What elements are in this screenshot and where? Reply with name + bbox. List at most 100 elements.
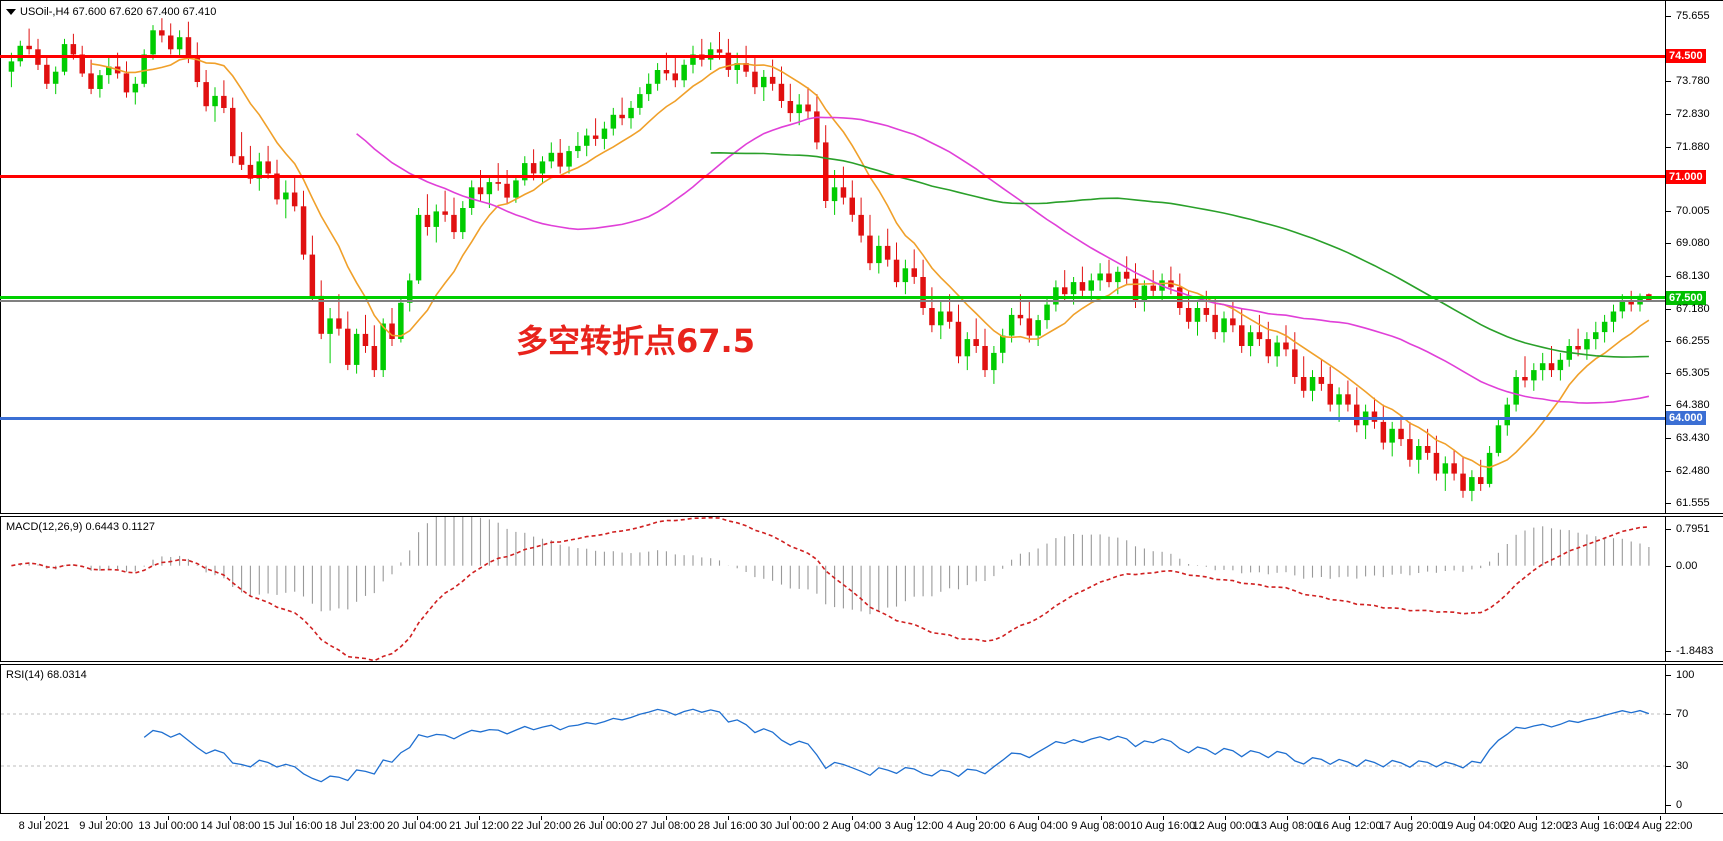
axis-tick <box>1666 805 1671 806</box>
time-tick <box>1535 816 1537 820</box>
axis-tick <box>1666 113 1671 115</box>
time-tick <box>479 816 481 820</box>
axis-tick <box>1666 405 1671 407</box>
time-tick <box>727 816 729 820</box>
axis-tick <box>1666 651 1671 652</box>
price-axis-label: 68.130 <box>1676 269 1710 282</box>
time-axis-label: 13 Jul 00:00 <box>138 820 199 832</box>
axis-tick <box>1666 16 1671 18</box>
axis-tick <box>1666 146 1671 148</box>
price-level-badge[interactable]: 64.000 <box>1666 411 1706 426</box>
price-axis-separator <box>1665 1 1666 513</box>
axis-tick <box>1666 502 1671 504</box>
time-axis-label: 18 Jul 23:00 <box>324 820 385 832</box>
rsi-header: RSI(14) 68.0314 <box>6 669 87 681</box>
panel-left-border <box>0 665 1 813</box>
price-level-line[interactable] <box>0 54 1665 58</box>
price-series-svg <box>8 18 1652 502</box>
price-axis-label: 64.380 <box>1676 399 1710 412</box>
time-tick <box>976 816 978 820</box>
chart-annotation: 多空转折点67.5 <box>516 322 755 360</box>
price-axis-label: 71.880 <box>1676 140 1710 153</box>
time-tick <box>1100 816 1102 820</box>
axis-tick <box>1666 373 1671 375</box>
axis-tick <box>1666 211 1671 213</box>
time-axis-label: 13 Aug 08:00 <box>1254 820 1320 832</box>
time-tick <box>416 816 418 820</box>
current-price-line <box>0 299 1665 302</box>
panel-left-border <box>0 1 1 513</box>
symbol-header: USOil-,H4 67.600 67.620 67.400 67.410 <box>20 6 217 18</box>
time-tick <box>1349 816 1351 820</box>
macd-axis-label: 0.00 <box>1676 559 1698 572</box>
price-level-line[interactable] <box>0 416 1665 420</box>
axis-tick <box>1666 275 1671 277</box>
price-axis-label: 62.480 <box>1676 464 1710 477</box>
axis-tick <box>1666 81 1671 83</box>
price-level-badge[interactable]: 71.000 <box>1666 169 1706 184</box>
price-level-badge[interactable]: 67.500 <box>1666 290 1706 305</box>
price-axis-label: 66.255 <box>1676 334 1710 347</box>
macd-axis-label: -1.8483 <box>1676 645 1714 657</box>
rsi-axis-label: 0 <box>1676 799 1683 811</box>
time-tick <box>106 816 108 820</box>
triangle-down-icon[interactable] <box>6 9 16 15</box>
time-axis-label: 9 Jul 20:00 <box>79 820 134 832</box>
time-tick <box>665 816 667 820</box>
macd-axis-separator <box>1665 517 1666 661</box>
time-axis: 8 Jul 2021 9 Jul 20:00 13 Jul 00:00 14 Jul … <box>0 816 1723 841</box>
time-axis-label: 20 Aug 12:00 <box>1503 820 1569 832</box>
axis-tick <box>1666 714 1671 715</box>
macd-panel: MACD(12,26,9) 0.6443 0.1127 0.7951 0.00 -1… <box>0 516 1723 662</box>
price-axis-label: 65.305 <box>1676 367 1710 380</box>
time-axis-label: 23 Aug 16:00 <box>1565 820 1631 832</box>
time-axis-label: 22 Jul 20:00 <box>511 820 572 832</box>
time-tick <box>914 816 916 820</box>
price-level-line[interactable] <box>0 175 1665 179</box>
time-tick <box>1287 816 1289 820</box>
axis-tick <box>1666 243 1671 245</box>
time-tick <box>44 816 45 820</box>
rsi-plot-area[interactable] <box>1 665 1665 813</box>
time-tick <box>292 816 294 820</box>
axis-tick <box>1666 438 1671 440</box>
price-axis-label: 67.180 <box>1676 302 1710 315</box>
time-axis-label: 6 Aug 04:00 <box>1009 820 1068 832</box>
price-axis-label: 72.830 <box>1676 107 1710 120</box>
axis-tick <box>1666 529 1671 530</box>
time-tick <box>1660 816 1661 820</box>
macd-series-svg <box>11 517 1650 661</box>
axis-tick <box>1666 308 1671 310</box>
rsi-axis-separator <box>1665 665 1666 813</box>
time-tick <box>230 816 232 820</box>
time-axis-label: 28 Jul 16:00 <box>697 820 758 832</box>
time-axis-label: 17 Aug 20:00 <box>1378 820 1444 832</box>
macd-axis-label: 0.7951 <box>1676 523 1710 535</box>
price-level-badge[interactable]: 74.500 <box>1666 49 1706 64</box>
time-tick <box>1224 816 1226 820</box>
time-axis-label: 27 Jul 08:00 <box>635 820 696 832</box>
macd-plot-area[interactable] <box>1 517 1665 661</box>
rsi-axis-label: 70 <box>1676 708 1689 720</box>
time-tick <box>354 816 356 820</box>
axis-tick <box>1666 766 1671 767</box>
price-axis-label: 75.655 <box>1676 10 1710 23</box>
axis-tick <box>1666 470 1671 472</box>
time-axis-label: 9 Aug 08:00 <box>1071 820 1130 832</box>
axis-tick <box>1666 565 1671 567</box>
price-axis-label: 63.430 <box>1676 432 1710 445</box>
axis-tick <box>1666 340 1671 342</box>
rsi-axis-label: 100 <box>1676 669 1695 681</box>
price-level-line[interactable] <box>0 296 1665 300</box>
time-axis-label: 21 Jul 12:00 <box>449 820 510 832</box>
time-tick <box>789 816 791 820</box>
time-tick <box>1597 816 1599 820</box>
time-tick <box>1473 816 1475 820</box>
time-tick <box>541 816 543 820</box>
price-plot-area[interactable] <box>1 1 1665 513</box>
time-axis-label: 10 Aug 16:00 <box>1130 820 1196 832</box>
time-axis-label: 3 Aug 12:00 <box>884 820 944 832</box>
time-axis-label: 15 Jul 16:00 <box>262 820 323 832</box>
price-axis-label: 73.780 <box>1676 75 1710 88</box>
